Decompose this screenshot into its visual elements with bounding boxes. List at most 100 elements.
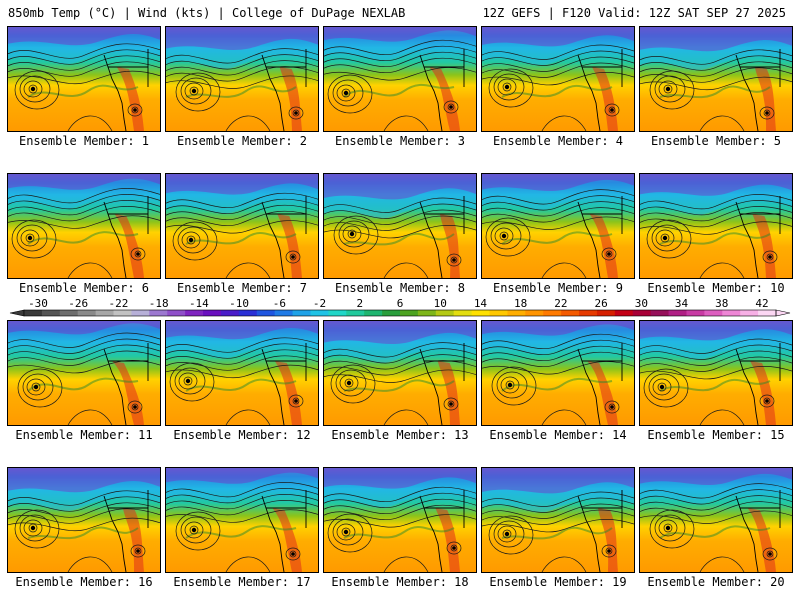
colorbar-swatch <box>24 310 43 316</box>
colorbar-arrow-high <box>775 309 791 317</box>
colorbar-swatch <box>632 310 652 316</box>
colorbar-tick-label: -10 <box>229 297 249 310</box>
run-valid-time: 12Z GEFS | F120 Valid: 12Z SAT SEP 27 20… <box>482 6 786 20</box>
colorbar-tick-label: -6 <box>273 297 286 310</box>
ensemble-map <box>7 173 161 279</box>
ensemble-member-label: Ensemble Member: 5 <box>650 134 782 148</box>
colorbar-swatch <box>740 310 759 316</box>
ensemble-map <box>323 467 477 573</box>
ensemble-panel: Ensemble Member: 1 <box>7 26 161 151</box>
ensemble-panel: Ensemble Member: 10 <box>639 173 793 298</box>
colorbar-swatch <box>364 310 383 316</box>
ensemble-panel: Ensemble Member: 15 <box>639 320 793 445</box>
ensemble-map <box>639 467 793 573</box>
colorbar-tick-label: -26 <box>68 297 88 310</box>
colorbar-swatch <box>131 310 150 316</box>
ensemble-member-label: Ensemble Member: 12 <box>173 428 311 442</box>
ensemble-panel: Ensemble Member: 17 <box>165 467 319 592</box>
colorbar-swatch <box>650 310 670 316</box>
colorbar-tick-label: -22 <box>109 297 129 310</box>
colorbar-tick-label: -2 <box>313 297 326 310</box>
colorbar-tick-label: 10 <box>434 297 447 310</box>
ensemble-member-label: Ensemble Member: 4 <box>492 134 624 148</box>
colorbar-tick-label: 6 <box>397 297 404 310</box>
ensemble-member-label: Ensemble Member: 14 <box>489 428 627 442</box>
header: 850mb Temp (°C) | Wind (kts) | College o… <box>0 0 800 24</box>
ensemble-panel: Ensemble Member: 8 <box>323 173 477 298</box>
colorbar-swatch <box>346 310 365 316</box>
ensemble-member-label: Ensemble Member: 7 <box>176 281 308 295</box>
colorbar-swatch <box>525 310 544 316</box>
ensemble-map <box>165 26 319 132</box>
colorbar-svg: -30 -26 -22 -18 -14 -10 -6 -2 2 6 10 14 18 22 26 30 34 38… <box>9 297 791 317</box>
colorbar-swatch <box>328 310 347 316</box>
colorbar-swatch <box>238 310 258 316</box>
colorbar-swatch <box>722 310 741 316</box>
colorbar-swatch <box>489 310 508 316</box>
ensemble-panel: Ensemble Member: 2 <box>165 26 319 151</box>
ensemble-member-label: Ensemble Member: 9 <box>492 281 624 295</box>
ensemble-panel: Ensemble Member: 20 <box>639 467 793 592</box>
ensemble-map <box>639 26 793 132</box>
colorbar-swatch <box>167 310 186 316</box>
colorbar-swatch <box>471 310 491 316</box>
colorbar-tick-label: 30 <box>635 297 648 310</box>
ensemble-member-label: Ensemble Member: 3 <box>334 134 466 148</box>
colorbar-tick-label: -18 <box>149 297 169 310</box>
colorbar-swatch <box>203 310 222 316</box>
colorbar-tick-label: 38 <box>715 297 728 310</box>
colorbar-swatch <box>59 310 79 316</box>
chart-title: 850mb Temp (°C) | Wind (kts) | College o… <box>8 6 406 20</box>
ensemble-member-label: Ensemble Member: 16 <box>15 575 153 589</box>
ensemble-panel: Ensemble Member: 6 <box>7 173 161 298</box>
colorbar-tick-label: 2 <box>356 297 363 310</box>
ensemble-map <box>481 320 635 426</box>
colorbar-swatch <box>596 310 616 316</box>
colorbar-swatch <box>149 310 168 316</box>
ensemble-member-label: Ensemble Member: 1 <box>18 134 150 148</box>
colorbar-tick-label: 14 <box>474 297 488 310</box>
ensemble-panel: Ensemble Member: 18 <box>323 467 477 592</box>
ensemble-member-label: Ensemble Member: 11 <box>15 428 153 442</box>
ensemble-map <box>481 173 635 279</box>
colorbar-swatch <box>561 310 580 316</box>
ensemble-panel: Ensemble Member: 16 <box>7 467 161 592</box>
ensemble-member-label: Ensemble Member: 17 <box>173 575 311 589</box>
colorbar-swatch <box>113 310 132 316</box>
ensemble-member-label: Ensemble Member: 10 <box>647 281 785 295</box>
colorbar-swatch <box>686 310 705 316</box>
colorbar-swatch <box>77 310 97 316</box>
colorbar-swatch <box>435 310 455 316</box>
colorbar-swatch <box>274 310 294 316</box>
colorbar-swatch <box>543 310 562 316</box>
colorbar-swatch <box>453 310 473 316</box>
ensemble-map <box>481 26 635 132</box>
colorbar-swatch <box>507 310 526 316</box>
colorbar-swatch <box>668 310 687 316</box>
ensemble-map <box>7 320 161 426</box>
colorbar-swatch <box>95 310 115 316</box>
ensemble-map <box>639 173 793 279</box>
ensemble-panel: Ensemble Member: 7 <box>165 173 319 298</box>
ensemble-map <box>639 320 793 426</box>
ensemble-member-label: Ensemble Member: 20 <box>647 575 785 589</box>
colorbar-swatch <box>382 310 401 316</box>
ensemble-panel: Ensemble Member: 12 <box>165 320 319 445</box>
colorbar-swatch <box>400 310 419 316</box>
colorbar-swatch <box>614 310 634 316</box>
ensemble-map <box>481 467 635 573</box>
colorbar-tick-label: 34 <box>675 297 689 310</box>
ensemble-map <box>7 26 161 132</box>
colorbar-swatch <box>758 310 777 316</box>
colorbar-swatch <box>185 310 204 316</box>
ensemble-map <box>165 173 319 279</box>
ensemble-panel: Ensemble Member: 11 <box>7 320 161 445</box>
colorbar-swatch <box>220 310 240 316</box>
ensemble-member-label: Ensemble Member: 6 <box>18 281 150 295</box>
colorbar-tick-label: -14 <box>189 297 209 310</box>
ensemble-panel: Ensemble Member: 14 <box>481 320 635 445</box>
ensemble-member-label: Ensemble Member: 13 <box>331 428 469 442</box>
ensemble-map <box>165 320 319 426</box>
ensemble-panel: Ensemble Member: 4 <box>481 26 635 151</box>
colorbar-swatch <box>292 310 311 316</box>
